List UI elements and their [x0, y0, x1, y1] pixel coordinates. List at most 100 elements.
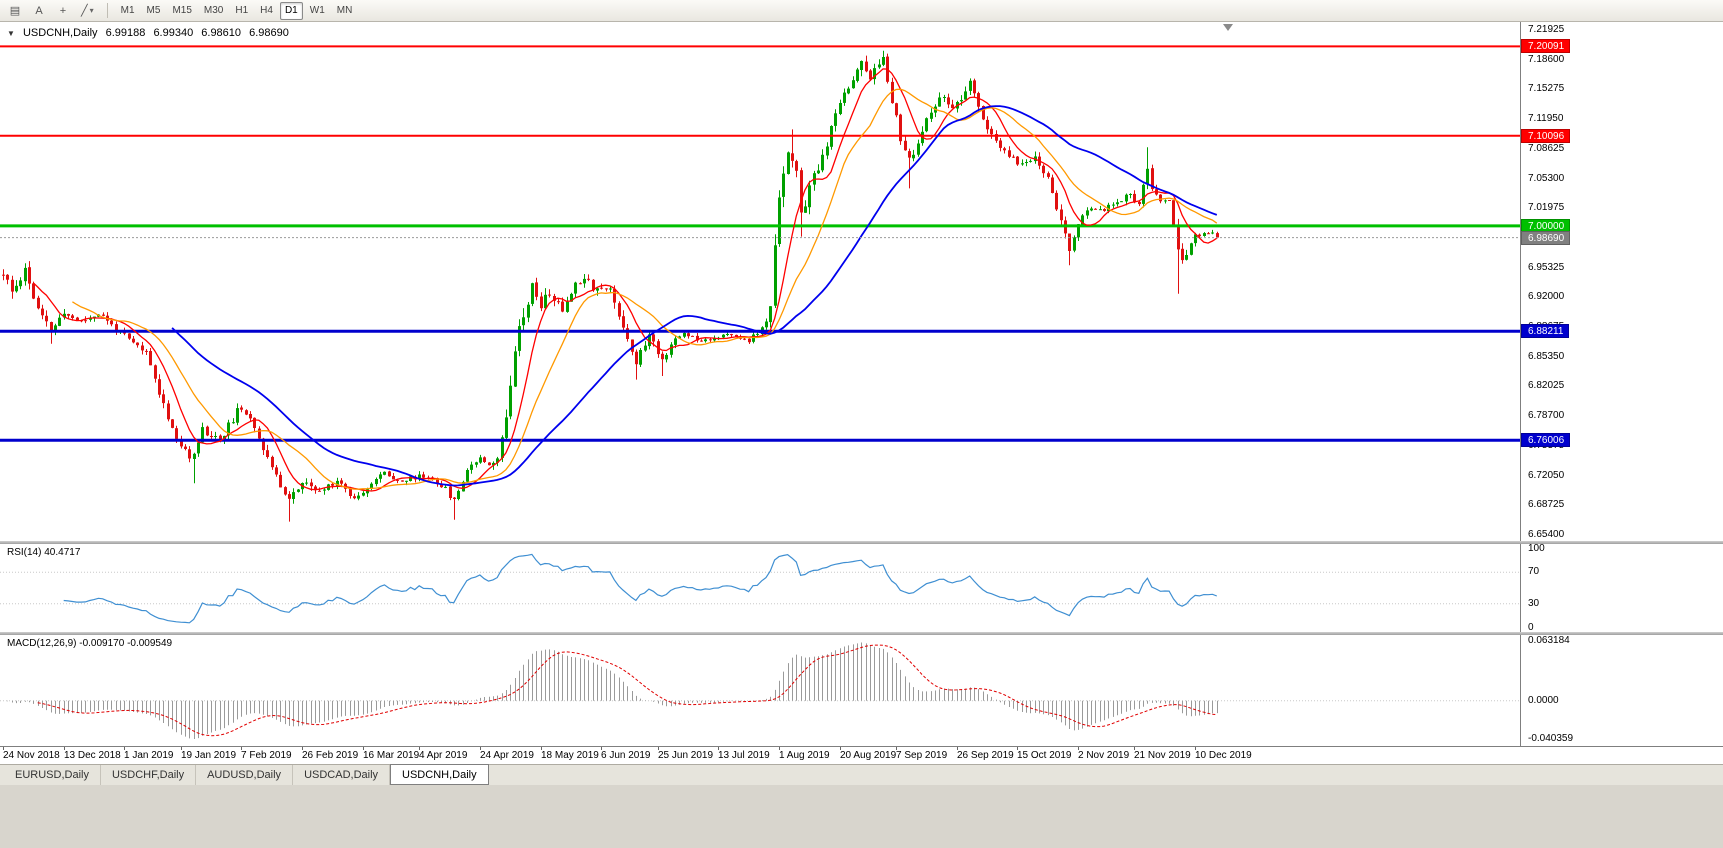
time-tick	[1017, 747, 1018, 750]
level-price-label: 6.76006	[1521, 433, 1571, 448]
price-tick-label: 6.82025	[1528, 380, 1565, 392]
date-label: 13 Jul 2019	[718, 750, 770, 761]
price-tick-label: 6.92000	[1528, 291, 1565, 303]
date-label: 19 Jan 2019	[181, 750, 237, 761]
level-price-label: 7.10096	[1521, 128, 1571, 143]
price-tick-label: 6.65400	[1528, 529, 1565, 540]
open-value: 6.99188	[105, 27, 146, 39]
price-tick-label: 7.18600	[1528, 53, 1565, 65]
macd-panel[interactable]	[0, 635, 1520, 746]
time-tick	[601, 747, 602, 750]
tab-eurusd-daily[interactable]: EURUSD,Daily	[4, 765, 101, 785]
line-studies-icon[interactable]: ╱ ▾	[81, 5, 94, 17]
macd-indicator-label: MACD(12,26,9) -0.009170 -0.009549	[7, 638, 173, 649]
crosshair-tool-icon[interactable]: +	[59, 4, 67, 17]
timeframe-button-h4[interactable]: H4	[260, 5, 273, 16]
rsi-svg[interactable]	[0, 544, 1520, 632]
price-axis[interactable]: 7.21925 7.18600 7.15275 7.11950 7.08625 7.053…	[1520, 22, 1723, 746]
timeframe-button-d1[interactable]: D1	[279, 1, 303, 20]
macd-svg[interactable]	[0, 635, 1520, 746]
time-tick	[957, 747, 958, 750]
date-label: 1 Jan 2019	[124, 750, 174, 761]
horizontal-level-lines[interactable]	[0, 45, 1520, 442]
chart-tabs-bar: EURUSD,Daily USDCHF,Daily AUDUSD,Daily USDC…	[0, 764, 1723, 785]
text-annotation-icon[interactable]: A	[35, 4, 43, 17]
rsi-indicator-label: RSI(14) 40.4717	[7, 547, 81, 558]
price-tick-label: 6.68725	[1528, 499, 1565, 511]
timeframe-button-w1[interactable]: W1	[309, 5, 325, 16]
time-tick	[181, 747, 182, 750]
time-tick	[1195, 747, 1196, 750]
time-tick	[658, 747, 659, 750]
price-tick-label: 7.11950	[1528, 113, 1564, 125]
date-label: 18 May 2019	[541, 750, 599, 761]
date-label: 26 Feb 2019	[302, 750, 359, 761]
date-label: 13 Dec 2018	[64, 750, 121, 761]
date-label: 1 Aug 2019	[779, 750, 830, 761]
macd-histogram	[7, 642, 1218, 739]
panel-splitter[interactable]	[0, 541, 1723, 544]
level-price-label: 6.88211	[1521, 324, 1570, 339]
macd-tick-label: 0.0000	[1528, 694, 1559, 706]
dropdown-caret-icon[interactable]: ▾	[89, 6, 94, 15]
price-chart-svg[interactable]	[0, 22, 1520, 541]
time-tick	[1134, 747, 1135, 750]
time-tick	[896, 747, 897, 750]
rsi-tick-label: 70	[1528, 566, 1540, 578]
rsi-panel[interactable]	[0, 544, 1520, 632]
candles-group	[2, 50, 1219, 522]
timeframe-button-m15[interactable]: M15	[172, 5, 192, 16]
timeframe-button-mn[interactable]: MN	[336, 5, 353, 16]
timeframe-button-m30[interactable]: M30	[203, 5, 224, 16]
date-label: 16 Mar 2019	[363, 750, 420, 761]
timeframe-button-h1[interactable]: H1	[235, 5, 249, 16]
date-label: 25 Jun 2019	[658, 750, 714, 761]
time-tick	[3, 747, 4, 750]
date-label: 7 Sep 2019	[896, 750, 948, 761]
date-label: 2 Nov 2019	[1078, 750, 1130, 761]
time-tick	[419, 747, 420, 750]
tab-audusd-daily[interactable]: AUDUSD,Daily	[196, 765, 294, 785]
date-label: 24 Apr 2019	[480, 750, 534, 761]
price-tick-label: 7.05300	[1528, 172, 1565, 184]
tab-usdchf-daily[interactable]: USDCHF,Daily	[101, 765, 197, 785]
time-tick	[718, 747, 719, 750]
time-tick	[541, 747, 542, 750]
timeframe-button-m5[interactable]: M5	[146, 5, 161, 16]
date-label: 15 Oct 2019	[1017, 750, 1072, 761]
panel-splitter[interactable]	[0, 632, 1723, 635]
price-chart-panel[interactable]	[0, 22, 1520, 541]
shift-marker-icon[interactable]	[1223, 24, 1233, 31]
time-tick	[241, 747, 242, 750]
timeframe-button-m1[interactable]: M1	[120, 5, 135, 16]
time-tick	[480, 747, 481, 750]
date-label: 24 Nov 2018	[3, 750, 60, 761]
rsi-tick-label: 100	[1528, 542, 1545, 554]
price-tick-label: 6.85350	[1528, 350, 1565, 362]
high-value: 6.99340	[153, 27, 194, 39]
toolbar-separator	[106, 3, 108, 18]
status-area	[0, 785, 1723, 848]
symbol-label: USDCNH,Daily	[22, 27, 98, 39]
price-tick-label: 6.95325	[1528, 261, 1565, 273]
rsi-line	[63, 553, 1218, 624]
time-axis[interactable]: 24 Nov 2018 13 Dec 2018 1 Jan 2019 19 Jan 2…	[0, 746, 1723, 764]
time-tick	[840, 747, 841, 750]
macd-tick-label: -0.040359	[1528, 733, 1574, 744]
date-label: 4 Apr 2019	[419, 750, 468, 761]
toolbar: ▤ A + ╱ ▾ M1 M5 M15 M30 H1 H4 D1 W1 MN	[0, 0, 1723, 22]
date-label: 20 Aug 2019	[840, 750, 897, 761]
tab-usdcad-daily[interactable]: USDCAD,Daily	[293, 765, 391, 785]
low-value: 6.98610	[201, 27, 242, 39]
price-tick-label: 7.21925	[1528, 23, 1565, 35]
price-tick-label: 7.08625	[1528, 142, 1565, 154]
close-value: 6.98690	[249, 27, 289, 39]
symbol-caret-icon[interactable]: ▼	[7, 29, 15, 38]
tab-usdcnh-daily[interactable]: USDCNH,Daily	[390, 764, 489, 785]
moving-average-lines	[32, 68, 1218, 492]
charts-window-icon[interactable]: ▤	[9, 5, 21, 17]
price-tick-label: 6.72050	[1528, 469, 1565, 481]
chart-ohlc-header: ▼ USDCNH,Daily 6.99188 6.99340 6.98610 6…	[7, 27, 294, 39]
date-label: 21 Nov 2019	[1134, 750, 1191, 761]
time-tick	[779, 747, 780, 750]
